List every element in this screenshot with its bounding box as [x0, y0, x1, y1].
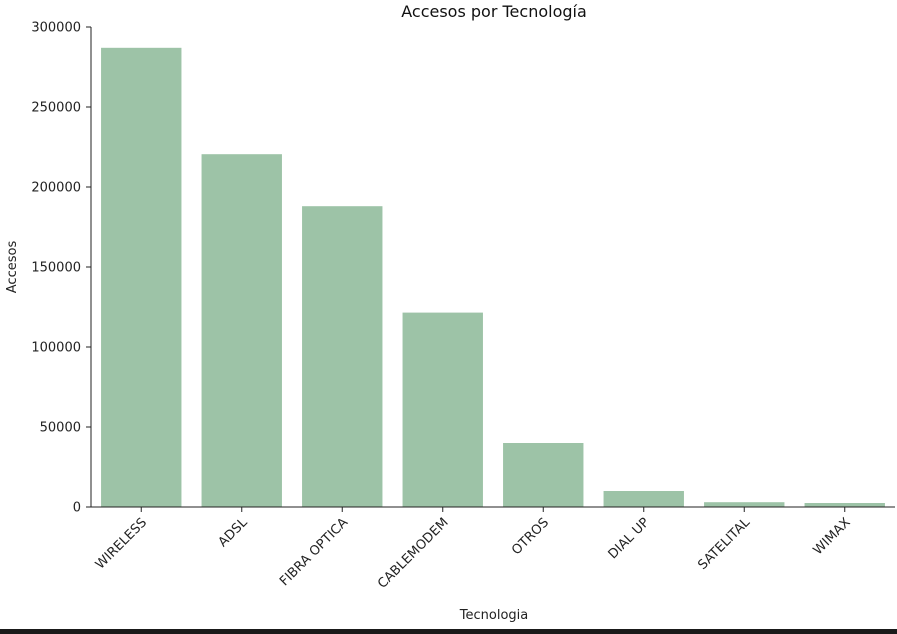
y-tick-label: 250000 [31, 101, 81, 116]
x-tick-label: DIAL UP [606, 515, 653, 562]
bar-dial-up [603, 491, 684, 507]
y-tick-label: 200000 [31, 181, 81, 196]
x-tick-label: SATELITAL [695, 515, 753, 573]
bar-fibra-optica [302, 206, 383, 507]
chart-title: Accesos por Tecnología [401, 2, 587, 21]
bar-cablemodem [402, 312, 483, 507]
y-tick-label: 50000 [40, 421, 81, 436]
y-axis-ticks: 0 50000 100000 150000 200000 250000 300000 [31, 21, 91, 516]
x-tick-label: WIMAX [811, 515, 854, 558]
bar-wimax [804, 503, 885, 507]
x-tick-label: CABLEMODEM [375, 515, 452, 592]
x-tick-label: OTROS [509, 515, 552, 558]
x-tick-label: FIBRA OPTICA [277, 515, 351, 589]
y-tick-label: 0 [73, 501, 81, 516]
y-tick-label: 300000 [31, 21, 81, 36]
x-tick-label: ADSL [216, 515, 251, 550]
x-tick-label: WIRELESS [93, 515, 150, 572]
bars-group [101, 47, 885, 508]
y-tick-label: 150000 [31, 261, 81, 276]
y-axis-label: Accesos [5, 241, 20, 294]
bar-wireless [101, 47, 182, 508]
y-tick-label: 100000 [31, 341, 81, 356]
bar-satelital [704, 502, 785, 507]
bottom-border [0, 629, 897, 634]
x-axis-label: Tecnologia [459, 608, 528, 623]
bar-adsl [201, 154, 282, 507]
bar-otros [503, 443, 584, 507]
x-axis-ticks: WIRELESS ADSL FIBRA OPTICA CABLEMODEM OTROS D… [93, 507, 854, 592]
